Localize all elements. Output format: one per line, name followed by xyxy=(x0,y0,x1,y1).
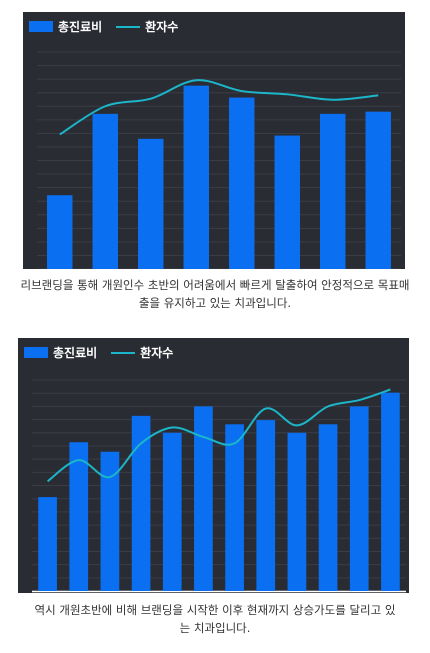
bar-9 xyxy=(287,432,307,591)
bar-7 xyxy=(225,424,244,591)
legend-bar-swatch xyxy=(24,347,48,358)
bar-2 xyxy=(69,442,89,591)
bar-3 xyxy=(138,138,164,269)
caption-1: 리브랜딩을 통해 개원인수 초반의 어려움에서 빠르게 탈출하여 안정적으로 목… xyxy=(20,278,410,310)
legend-line-label: 환자수 xyxy=(145,20,179,34)
bar-10 xyxy=(318,424,338,591)
bar-3 xyxy=(100,451,120,591)
bar-5 xyxy=(162,432,182,591)
line-series xyxy=(59,79,379,136)
bar-5 xyxy=(229,97,255,269)
legend-1: 총진료비 환자수 xyxy=(29,18,178,35)
bar-4 xyxy=(131,415,151,591)
bar-12 xyxy=(381,392,400,591)
chart-1 xyxy=(37,51,401,269)
bar-6 xyxy=(274,135,300,269)
bar-11 xyxy=(349,406,369,591)
legend-bar-swatch xyxy=(29,21,53,32)
bar-1 xyxy=(38,497,57,591)
bar-7 xyxy=(320,113,346,269)
bar-1 xyxy=(47,195,73,269)
legend-line-swatch xyxy=(116,25,141,28)
chart-panel-1: 총진료비 환자수 xyxy=(23,12,405,269)
line-series xyxy=(46,388,391,483)
bar-8 xyxy=(256,420,276,591)
caption-2: 역시 개원초반에 비해 브랜딩을 시작한 이후 현재까지 상승가도를 달리고 있… xyxy=(34,603,396,635)
bar-8 xyxy=(365,111,391,269)
legend-line-swatch xyxy=(111,351,136,354)
bar-2 xyxy=(92,113,118,269)
bar-4 xyxy=(183,85,209,269)
legend-2: 총진료비 환자수 xyxy=(24,344,173,361)
bar-6 xyxy=(194,406,213,591)
chart-panel-2: 총진료비 환자수 xyxy=(18,338,409,593)
chart-2 xyxy=(32,379,406,593)
legend-line-label: 환자수 xyxy=(140,346,174,360)
legend-bar-label: 총진료비 xyxy=(53,346,98,360)
legend-bar-label: 총진료비 xyxy=(58,20,103,34)
